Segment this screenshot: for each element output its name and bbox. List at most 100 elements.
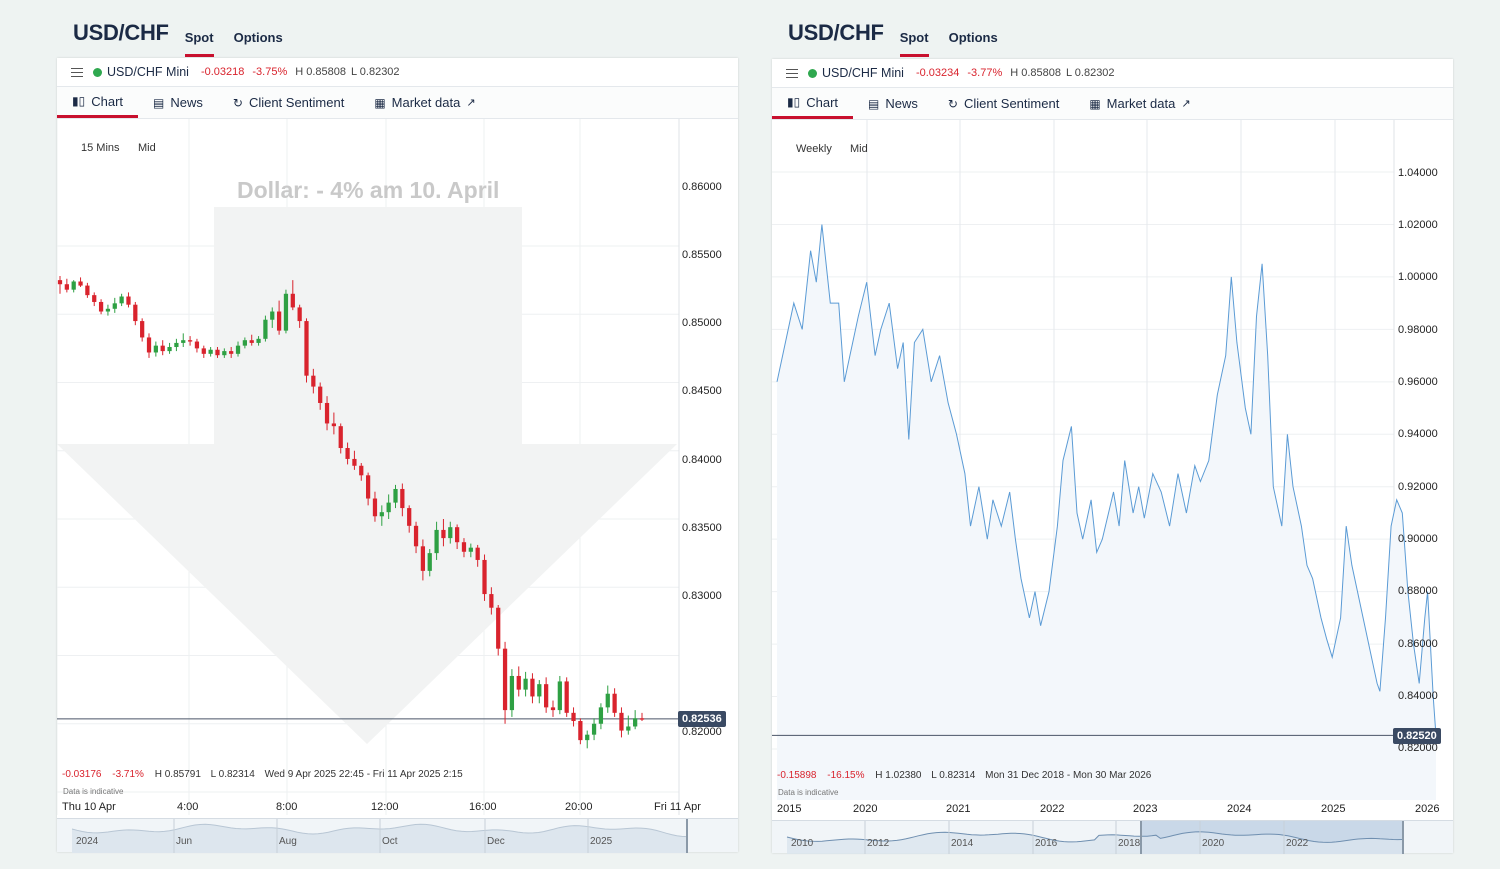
tab-client-sentiment-label: Client Sentiment	[248, 95, 345, 110]
y-axis-label: 1.00000	[1398, 271, 1438, 283]
stats-low: L 0.82314	[931, 770, 976, 781]
current-price-label: 0.82536	[678, 711, 726, 727]
stats-change-percent: -16.15%	[827, 770, 865, 781]
tab-chart[interactable]: ▮▯ Chart	[57, 87, 139, 118]
left-chart-panel: USD/CHF Spot Options USD/CHF Mini -0.032…	[57, 20, 738, 853]
candle-body	[407, 508, 412, 526]
candle-body	[187, 340, 193, 342]
candle-body	[400, 488, 405, 509]
tab-options[interactable]: Options	[948, 30, 998, 45]
y-axis-label: 0.85500	[682, 249, 722, 261]
y-axis-label: 0.96000	[1398, 376, 1438, 388]
tab-market-data-label: Market data	[1106, 96, 1176, 111]
navigator-label: 2025	[590, 836, 613, 847]
candle-body	[215, 349, 220, 356]
tab-client-sentiment[interactable]: ↻ Client Sentiment	[218, 87, 359, 118]
tab-client-sentiment-label: Client Sentiment	[963, 96, 1060, 111]
candle-body	[359, 465, 364, 476]
navigator-label: 2010	[791, 838, 814, 849]
stats-change: -0.03176	[62, 769, 102, 780]
candle-body	[229, 351, 234, 354]
navigator-line	[786, 831, 1403, 843]
tab-client-sentiment[interactable]: ↻ Client Sentiment	[933, 88, 1074, 119]
candle-body	[160, 345, 165, 352]
candle-body	[345, 448, 350, 459]
candle-body	[338, 426, 343, 449]
candle-body	[290, 293, 295, 308]
range-navigator[interactable]: 2010 2012 2014 2016 2018 2020 2022	[772, 820, 1453, 854]
y-axis-label: 0.85000	[682, 317, 722, 329]
y-axis-label: 0.84000	[1398, 690, 1438, 702]
candle-body	[276, 311, 282, 331]
market-open-indicator	[93, 67, 102, 77]
candle-body	[181, 340, 186, 343]
candle-body	[201, 348, 206, 354]
line-chart[interactable]: Weekly Mid 1.04000 1.02000 1.00000 0.980…	[772, 120, 1453, 854]
tab-chart[interactable]: ▮▯ Chart	[772, 88, 854, 119]
candle-body	[626, 726, 631, 731]
x-axis-label: 12:00	[371, 801, 399, 813]
navigator-label: Jun	[176, 836, 193, 847]
candle-body	[585, 734, 590, 741]
candle-body	[112, 303, 117, 309]
candle-body	[85, 285, 90, 296]
candle-body	[633, 718, 638, 727]
candle-body	[249, 340, 254, 343]
price-type-selector[interactable]: Mid	[138, 142, 156, 154]
navigator-label: Dec	[487, 836, 505, 847]
tab-news[interactable]: ▤ News	[138, 87, 218, 118]
interval-selector[interactable]: 15 Mins	[81, 142, 120, 154]
building-icon: ▦	[374, 95, 386, 110]
y-axis-label: 0.92000	[1398, 481, 1438, 493]
menu-icon[interactable]	[71, 67, 83, 77]
candle-body	[331, 423, 337, 427]
tab-market-data[interactable]: ▦ Market data ↗	[1074, 88, 1205, 119]
price-type-selector[interactable]: Mid	[850, 143, 868, 155]
candle-body	[365, 475, 371, 499]
stats-high: H 0.85791	[154, 769, 201, 780]
candle-body	[92, 295, 97, 302]
y-axis-label: 0.84500	[682, 385, 722, 397]
refresh-icon: ↻	[232, 95, 243, 110]
candle-body	[591, 723, 597, 735]
candle-body	[78, 281, 83, 286]
candle-body	[372, 498, 378, 517]
candle-body	[318, 386, 323, 403]
candlestick-chart[interactable]: 15 Mins Mid Dollar: - 4% am 10. April 0.…	[57, 119, 738, 853]
range-navigator[interactable]: 2024 Jun Aug Oct Dec 2025	[57, 818, 738, 853]
candle-body	[598, 707, 604, 724]
y-axis-label: 0.86000	[682, 181, 722, 193]
candle-body	[612, 693, 617, 713]
instrument-name: USD/CHF Mini	[107, 65, 189, 79]
x-axis-label: 2025	[1321, 803, 1346, 815]
stats-change-percent: -3.71%	[112, 769, 144, 780]
navigator-label: 2016	[1035, 838, 1058, 849]
tab-news-label: News	[170, 95, 203, 110]
candle-body	[448, 527, 453, 539]
tab-market-data[interactable]: ▦ Market data ↗	[359, 87, 490, 118]
tab-news[interactable]: ▤ News	[853, 88, 933, 119]
candle-body	[544, 684, 549, 708]
high-value: H 0.85808	[295, 66, 347, 78]
tab-spot[interactable]: Spot	[184, 30, 214, 57]
chart-stats: -0.03176 -3.71% H 0.85791 L 0.82314 Wed …	[62, 769, 470, 780]
tab-options[interactable]: Options	[233, 30, 283, 45]
candle-body	[352, 458, 357, 466]
y-axis-label: 0.82000	[1398, 742, 1438, 754]
candle-body	[133, 304, 138, 322]
current-price-label: 0.82520	[1393, 728, 1441, 744]
refresh-icon: ↻	[947, 96, 958, 111]
candle-body	[174, 342, 179, 348]
candle-body	[605, 693, 610, 708]
tab-spot[interactable]: Spot	[899, 30, 929, 57]
interval-selector[interactable]: Weekly	[796, 143, 832, 155]
navigator-area	[787, 831, 1402, 854]
candle-body	[208, 349, 213, 354]
candle-body	[619, 712, 624, 731]
x-axis-label: 2015	[777, 803, 802, 815]
y-axis-label: 0.83000	[682, 590, 722, 602]
change-value: -0.03218	[200, 66, 245, 78]
x-axis-label: 20:00	[565, 801, 593, 813]
menu-icon[interactable]	[786, 68, 798, 78]
chart-card: USD/CHF Mini -0.03234 -3.77% H 0.85808 L…	[772, 59, 1453, 854]
